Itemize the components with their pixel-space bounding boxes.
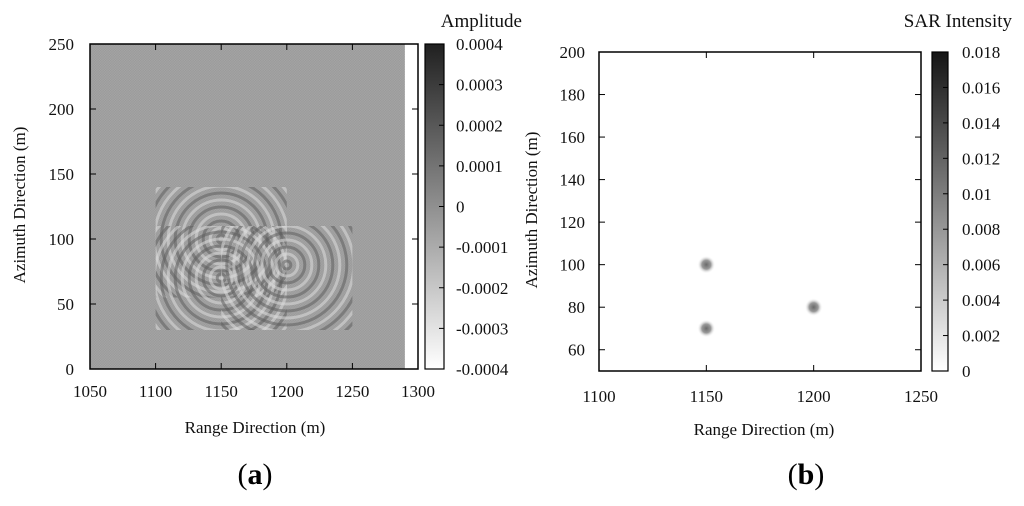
y-tick-label: 250	[49, 35, 75, 54]
sar-point	[697, 255, 716, 274]
y-tick-label: 200	[49, 100, 75, 119]
panel-a-colorbar	[424, 43, 445, 370]
panel-a-y-axis-label: Azimuth Direction (m)	[10, 127, 29, 284]
panel-b-colorbar-title: SAR Intensity	[904, 11, 1013, 32]
panel-b-x-axis-label: Range Direction (m)	[694, 420, 835, 439]
y-tick-label: 60	[568, 341, 585, 360]
y-tick-label: 100	[49, 230, 75, 249]
plot-frame	[598, 51, 922, 372]
colorbar-gradient	[931, 51, 949, 372]
panel-a-amplitude-chart: 1050 1100 1150 1200 1250 1300 0 50 100 150 200 250…	[10, 11, 522, 491]
y-tick-label: 140	[560, 171, 586, 190]
ring	[281, 259, 293, 271]
x-tick-label: 1150	[690, 387, 723, 406]
y-tick-label: 0	[66, 360, 75, 379]
colorbar-tick-label: 0	[962, 362, 971, 381]
x-tick-label: 1050	[73, 382, 107, 401]
x-tick-label: 1100	[582, 387, 615, 406]
colorbar-tick-label: 0.004	[962, 291, 1001, 310]
panel-b-colorbar	[931, 51, 949, 372]
ring	[239, 226, 335, 313]
x-tick-label: 1200	[797, 387, 831, 406]
panel-a-x-axis-label: Range Direction (m)	[185, 418, 326, 437]
panel-b-plot-area	[598, 51, 922, 372]
plot-background	[599, 52, 921, 371]
colorbar-tick-label: 0.016	[962, 78, 1000, 97]
ring	[232, 226, 342, 320]
plot-frame	[89, 43, 419, 370]
ring	[159, 226, 283, 330]
ring	[260, 238, 314, 292]
y-tick-label: 200	[560, 43, 586, 62]
colorbar-tick-label: -0.0004	[456, 360, 509, 379]
panel-a-colorbar-title: Amplitude	[441, 11, 522, 32]
ring	[246, 226, 328, 306]
y-tick-label: 50	[57, 295, 74, 314]
panel-a-colorbar-tick-labels: 0.0004 0.0003 0.0002 0.0001 0 -0.0001 -0.0002 -…	[456, 35, 509, 379]
panel-b-x-tick-labels: 1100 1150 1200 1250	[582, 387, 938, 406]
panel-a-caption-letter: a	[248, 458, 263, 491]
colorbar-tick-label: 0.002	[962, 327, 1000, 346]
ring	[267, 245, 307, 285]
ring	[274, 252, 300, 278]
panel-b-sar-intensity-chart: 1100 1150 1200 1250 6080100120140160180200 …	[522, 11, 1012, 491]
y-tick-label: 150	[49, 165, 75, 184]
panel-a-plot-area	[89, 43, 419, 370]
y-tick-label: 160	[560, 128, 586, 147]
sar-point	[804, 298, 823, 317]
colorbar-tick-label: 0.0002	[456, 116, 503, 135]
sar-point	[697, 319, 716, 338]
panel-b-caption: (b)	[788, 458, 825, 491]
panel-a-x-tick-labels: 1050 1100 1150 1200 1250 1300	[73, 382, 435, 401]
colorbar-tick-label: 0.01	[962, 185, 992, 204]
y-tick-label: 120	[560, 213, 586, 232]
panel-b-colorbar-tick-labels: 0.018 0.016 0.014 0.012 0.01 0.008 0.006 0.004 0…	[962, 43, 1001, 381]
y-tick-label: 80	[568, 298, 585, 317]
x-tick-label: 1100	[139, 382, 172, 401]
x-tick-label: 1300	[401, 382, 435, 401]
colorbar-tick-label: -0.0003	[456, 319, 508, 338]
panel-b-y-axis-label: Azimuth Direction (m)	[522, 132, 541, 289]
colorbar-tick-label: 0.0004	[456, 35, 503, 54]
ring	[253, 231, 321, 299]
y-tick-label: 180	[560, 86, 586, 105]
colorbar-tick-label: 0.008	[962, 220, 1000, 239]
panel-b-caption-letter: b	[798, 458, 815, 491]
panel-a-caption: (a)	[238, 458, 273, 491]
x-tick-label: 1250	[904, 387, 938, 406]
ring	[225, 226, 349, 327]
x-tick-label: 1150	[205, 382, 238, 401]
x-tick-label: 1200	[270, 382, 304, 401]
colorbar-tick-label: -0.0001	[456, 238, 508, 257]
colorbar-tick-label: 0.012	[962, 149, 1000, 168]
colorbar-tick-label: -0.0002	[456, 279, 508, 298]
y-tick-label: 100	[560, 256, 586, 275]
colorbar-tick-label: 0.014	[962, 114, 1001, 133]
x-tick-label: 1250	[335, 382, 369, 401]
ring	[180, 237, 262, 319]
colorbar-tick-label: 0	[456, 198, 465, 217]
ring	[159, 187, 283, 298]
panel-b-y-tick-labels: 60 80 100 120 140 160 180 200	[560, 43, 586, 360]
colorbar-tick-label: 0.0003	[456, 76, 503, 95]
colorbar-tick-label: 0.018	[962, 43, 1000, 62]
colorbar-tick-label: 0.006	[962, 256, 1000, 275]
panel-a-y-tick-labels: 0 50 100 150 200 250	[49, 35, 75, 379]
colorbar-tick-label: 0.0001	[456, 157, 503, 176]
ring-pattern-3	[221, 226, 353, 330]
